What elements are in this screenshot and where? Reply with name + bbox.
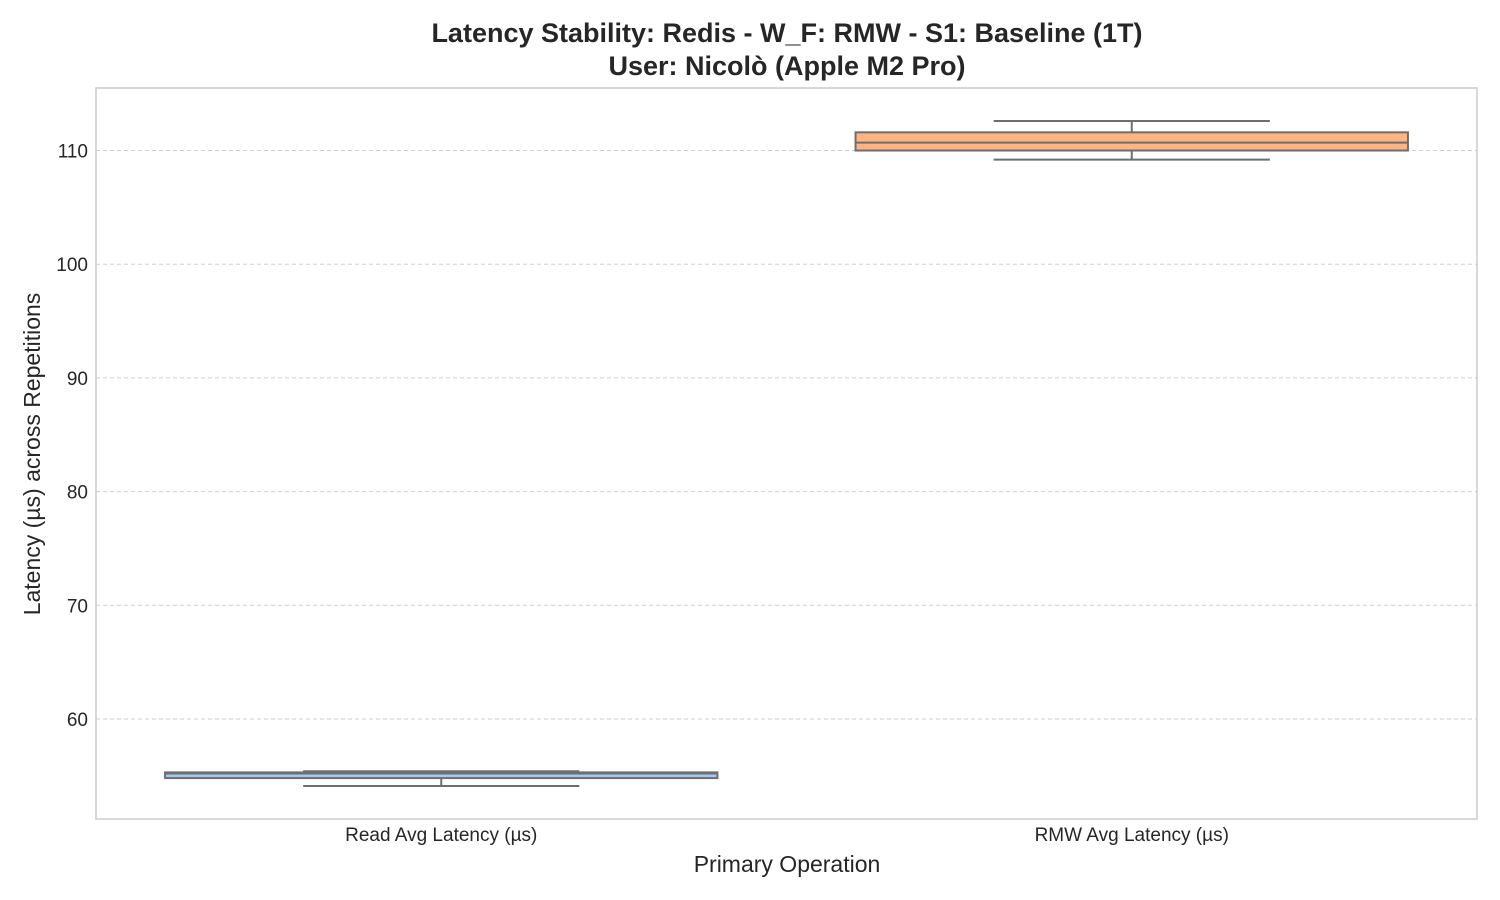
chart-subtitle: User: Nicolò (Apple M2 Pro) — [608, 51, 965, 81]
x-tick-labels: Read Avg Latency (µs) RMW Avg Latency (µs… — [345, 825, 1229, 846]
x-tick-label-2: RMW Avg Latency (µs) — [1035, 825, 1229, 846]
iqr-box — [854, 131, 1409, 152]
chart-title: Latency Stability: Redis - W_F: RMW - S1… — [431, 18, 1142, 48]
y-tick-label-100: 100 — [56, 255, 88, 276]
y-tick-label-90: 90 — [67, 369, 88, 390]
x-axis-label: Primary Operation — [694, 851, 881, 877]
box-2 — [854, 119, 1409, 161]
plot-frame — [95, 87, 1478, 820]
y-tick-label-110: 110 — [58, 142, 88, 163]
y-axis-label: Latency (µs) across Repetitions — [19, 293, 45, 616]
boxes — [164, 119, 1409, 788]
gridlines — [96, 150, 1477, 720]
y-tick-label-80: 80 — [67, 483, 88, 504]
box-1 — [164, 770, 719, 788]
y-tick-labels: 60 70 80 90 100 110 — [56, 142, 88, 731]
y-tick-label-70: 70 — [67, 596, 88, 617]
iqr-box — [164, 771, 719, 780]
x-tick-label-1: Read Avg Latency (µs) — [345, 825, 537, 846]
y-tick-label-60: 60 — [67, 710, 88, 731]
